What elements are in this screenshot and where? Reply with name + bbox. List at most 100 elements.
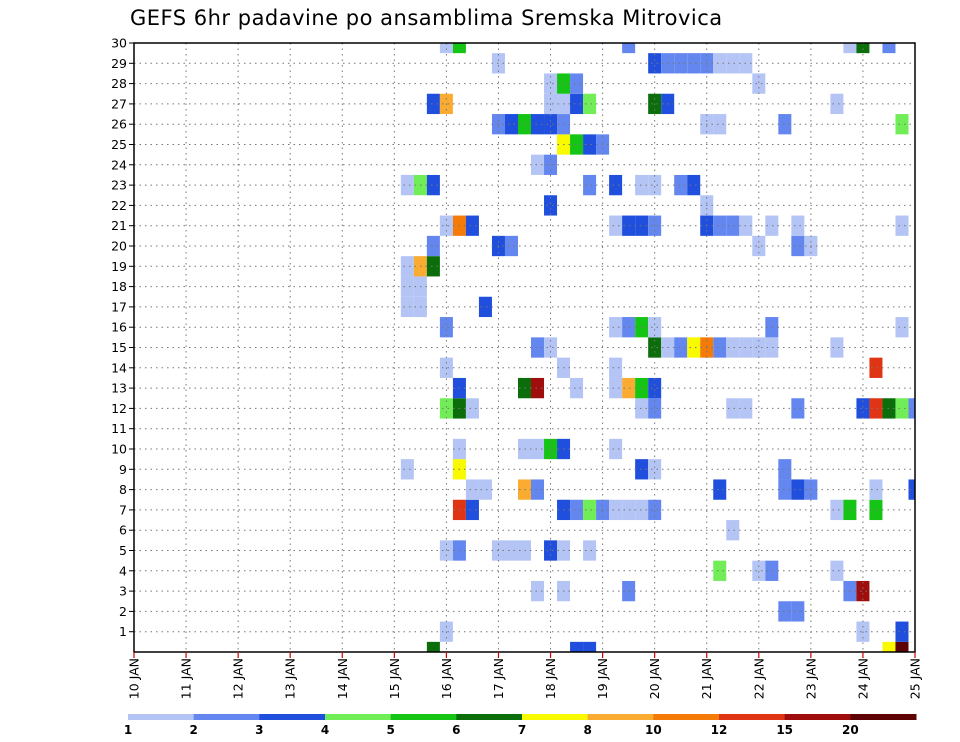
precip-cell	[504, 235, 518, 257]
precip-cell	[869, 499, 883, 521]
precip-cell	[648, 317, 662, 338]
precip-cell	[504, 540, 518, 561]
precip-cell	[531, 114, 545, 135]
precip-cell	[531, 377, 545, 399]
precip-cell	[895, 215, 909, 236]
precip-cell	[869, 357, 883, 378]
precipitation-cells	[400, 43, 915, 652]
precip-cell	[635, 499, 649, 521]
precip-cell	[908, 479, 915, 500]
precip-cell	[635, 459, 649, 480]
precip-cell	[895, 641, 909, 652]
precip-cell	[583, 93, 597, 115]
y-tick-label: 5	[119, 543, 127, 558]
x-tick-label: 14 JAN	[335, 658, 350, 699]
y-tick-label: 22	[111, 198, 127, 213]
color-legend: 1 2 3 4 5 6 7 8 10 12 15 20	[124, 714, 917, 737]
chart-title: GEFS 6hr padavine po ansamblima Sremska …	[130, 6, 723, 30]
x-tick-label: 18 JAN	[543, 658, 558, 699]
y-tick-label: 1	[119, 624, 127, 639]
precip-cell	[713, 53, 727, 74]
precip-cell	[752, 73, 766, 94]
precip-cell	[465, 215, 479, 236]
legend-swatch	[719, 714, 786, 720]
precip-cell	[648, 174, 662, 196]
precip-cell	[726, 53, 740, 74]
precip-cell	[895, 114, 909, 135]
x-tick-label: 23 JAN	[803, 658, 818, 699]
y-tick-label: 11	[111, 421, 127, 436]
precip-cell	[609, 438, 623, 460]
precip-cell	[830, 337, 844, 358]
precip-cell	[635, 215, 649, 236]
y-tick-label: 29	[111, 56, 127, 71]
legend-swatch	[522, 714, 589, 720]
precip-cell	[648, 459, 662, 480]
precip-cell	[635, 174, 649, 196]
legend-label: 15	[776, 723, 793, 737]
legend-label: 7	[518, 723, 526, 737]
precip-cell	[869, 398, 883, 419]
precip-cell	[622, 580, 636, 602]
precip-cell	[752, 235, 766, 257]
y-tick-label: 15	[111, 340, 127, 355]
precip-cell	[830, 93, 844, 115]
x-axis-ticks: 10 JAN 11 JAN 12 JAN 13 JAN 14 JAN 15 JAN 16 J…	[127, 652, 923, 699]
precip-cell	[531, 337, 545, 358]
y-tick-label: 21	[111, 218, 127, 233]
precip-cell	[400, 256, 414, 277]
precip-cell	[583, 134, 597, 155]
precip-cell	[726, 337, 740, 358]
x-tick-label: 15 JAN	[387, 658, 402, 699]
precip-cell	[439, 43, 453, 54]
precip-cell	[570, 93, 584, 115]
legend-label: 8	[583, 723, 591, 737]
precip-cell	[687, 337, 701, 358]
precip-cell	[583, 540, 597, 561]
precip-cell	[713, 337, 727, 358]
precip-cell	[830, 499, 844, 521]
precip-cell	[726, 398, 740, 419]
x-tick-label: 11 JAN	[179, 658, 194, 699]
precip-cell	[400, 174, 414, 196]
precip-cell	[400, 296, 414, 318]
precip-cell	[544, 438, 558, 460]
y-tick-label: 25	[111, 137, 127, 152]
precip-cell	[674, 53, 688, 74]
x-tick-label: 17 JAN	[491, 658, 506, 699]
precip-cell	[791, 479, 805, 500]
legend-swatch	[128, 714, 195, 720]
precip-cell	[648, 337, 662, 358]
precip-cell	[648, 377, 662, 399]
y-tick-label: 28	[111, 76, 127, 91]
precip-cell	[895, 398, 909, 419]
legend-swatch	[193, 714, 260, 720]
x-tick-label: 25 JAN	[908, 658, 923, 699]
precip-cell	[856, 580, 870, 602]
precip-cell	[791, 215, 805, 236]
legend-label: 1	[124, 723, 132, 737]
precip-cell	[570, 377, 584, 399]
precip-cell	[478, 296, 492, 318]
precip-cell	[882, 43, 896, 54]
precip-cell	[426, 641, 440, 652]
precip-cell	[544, 73, 558, 94]
precip-cell	[609, 215, 623, 236]
precip-cell	[648, 499, 662, 521]
precip-cell	[726, 215, 740, 236]
precip-cell	[531, 438, 545, 460]
precip-cell	[609, 317, 623, 338]
precip-cell	[622, 43, 636, 54]
precip-cell	[622, 499, 636, 521]
y-tick-label: 2	[119, 604, 127, 619]
precip-cell	[635, 398, 649, 419]
legend-label: 20	[842, 723, 859, 737]
precip-cell	[778, 601, 792, 622]
precip-cell	[426, 235, 440, 257]
y-tick-label: 30	[111, 36, 127, 51]
precip-cell	[791, 601, 805, 622]
precip-cell	[778, 114, 792, 135]
precip-cell	[856, 398, 870, 419]
y-tick-label: 18	[111, 279, 127, 294]
